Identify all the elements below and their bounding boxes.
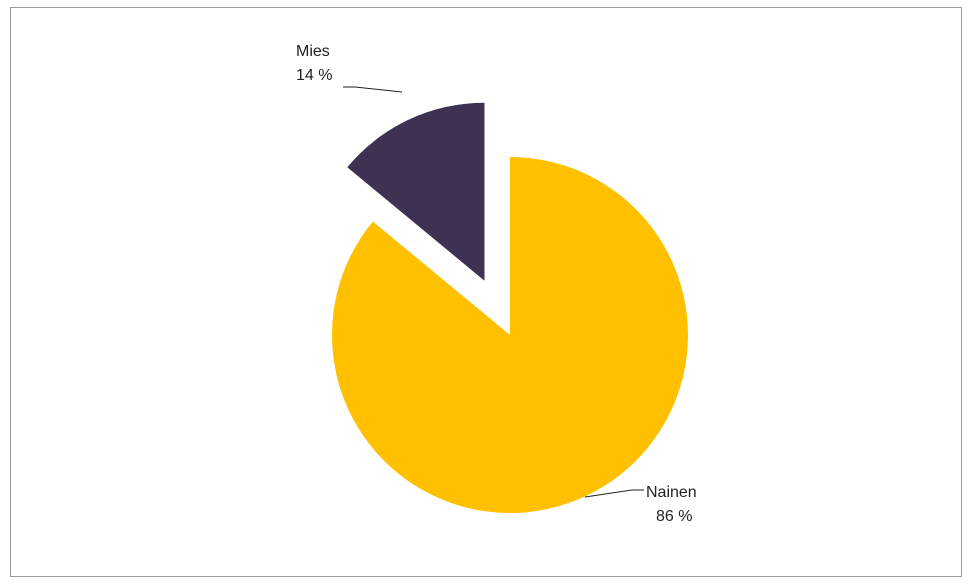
pie-slice-mies [347,102,485,281]
slice-label-mies-name: Mies [296,43,330,60]
pie-slice-nainen [331,157,688,513]
slice-label-mies-value: 14 % [296,67,332,84]
leader-line-nainen [584,489,644,498]
slice-label-nainen-name: Nainen [646,484,697,501]
leader-line-mies [343,86,403,93]
slice-label-nainen-value: 86 % [656,508,692,525]
